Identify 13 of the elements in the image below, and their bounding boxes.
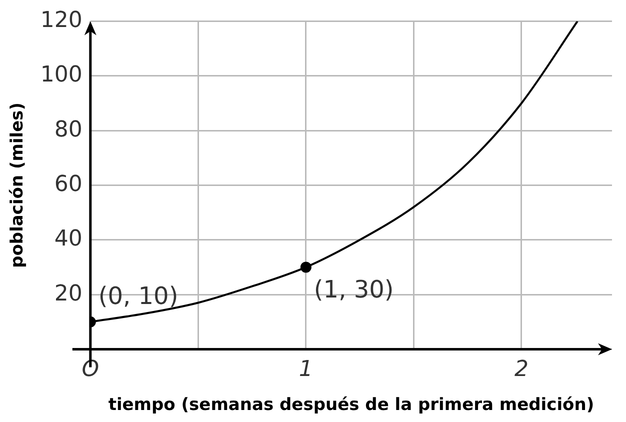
- x-tick-label: O: [82, 357, 100, 382]
- y-axis-title: población (miles): [8, 102, 28, 268]
- y-tick-label: 100: [40, 62, 82, 88]
- annotation: (0, 10): [98, 282, 178, 310]
- y-tick-label: 120: [40, 8, 82, 33]
- x-tick-label: 1: [298, 357, 313, 382]
- y-tick-label: 60: [54, 172, 82, 197]
- x-tick-label: 2: [514, 357, 528, 382]
- y-tick-label: 80: [54, 117, 82, 142]
- y-tick-label: 20: [54, 281, 82, 306]
- x-axis-title: tiempo (semanas después de la primera medición): [108, 395, 594, 416]
- annotation: (1, 30): [314, 275, 394, 304]
- y-tick-label: 40: [54, 226, 82, 252]
